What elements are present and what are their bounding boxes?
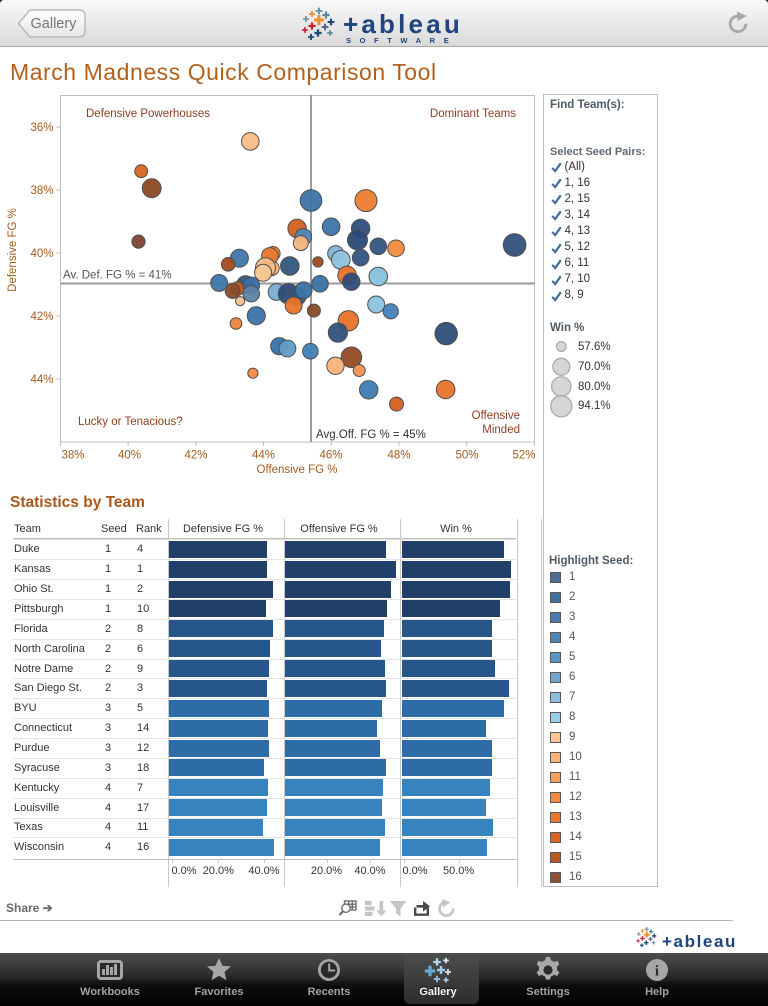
svg-text:+ableau: +ableau: [662, 932, 735, 951]
svg-text:44%: 44%: [252, 450, 275, 462]
svg-text:Lucky or Tenacious?: Lucky or Tenacious?: [78, 416, 183, 428]
svg-text:52%: 52%: [512, 450, 535, 462]
svg-text:46%: 46%: [319, 450, 342, 462]
svg-text:36%: 36%: [30, 122, 53, 134]
svg-text:50%: 50%: [455, 450, 478, 462]
svg-text:Defensive FG %: Defensive FG %: [7, 208, 19, 292]
svg-text:Minded: Minded: [482, 424, 520, 436]
svg-text:SOFTWARE: SOFTWARE: [346, 36, 457, 45]
svg-text:i: i: [655, 964, 659, 980]
svg-text:Offensive: Offensive: [472, 410, 520, 422]
svg-text:42%: 42%: [184, 450, 207, 462]
svg-text:38%: 38%: [30, 185, 53, 197]
svg-text:Defensive Powerhouses: Defensive Powerhouses: [86, 108, 210, 120]
svg-text:48%: 48%: [387, 450, 410, 462]
svg-text:42%: 42%: [30, 311, 53, 323]
svg-text:Avg.Off. FG % = 45%: Avg.Off. FG % = 45%: [316, 429, 426, 441]
svg-text:Dominant Teams: Dominant Teams: [430, 108, 516, 120]
svg-text:Av. Def. FG % = 41%: Av. Def. FG % = 41%: [63, 270, 172, 282]
svg-text:40%: 40%: [118, 450, 141, 462]
svg-text:38%: 38%: [61, 450, 84, 462]
svg-text:44%: 44%: [30, 374, 53, 386]
svg-text:+ableau: +ableau: [343, 9, 463, 39]
svg-text:40%: 40%: [30, 248, 53, 260]
svg-text:Offensive FG %: Offensive FG %: [257, 464, 338, 476]
